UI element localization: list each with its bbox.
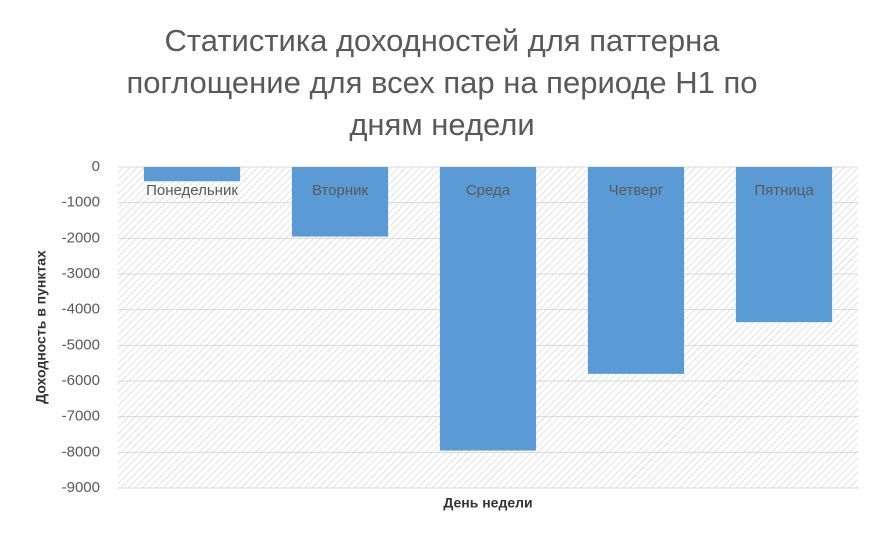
x-tick-label: Среда	[466, 182, 511, 199]
y-tick-label: -8000	[62, 443, 100, 460]
x-tick-label: Вторник	[312, 182, 369, 199]
x-tick-label: Пятница	[754, 182, 814, 199]
y-tick-label: -4000	[62, 301, 100, 318]
bar	[587, 167, 685, 374]
y-tick-label: -6000	[62, 372, 100, 389]
x-tick-label: Четверг	[609, 182, 664, 199]
y-axis-title: Доходность в пунктах	[33, 250, 49, 404]
x-axis-title: День недели	[443, 495, 532, 511]
y-tick-label: 0	[92, 158, 100, 175]
bar	[291, 167, 389, 237]
chart-title: Статистика доходностей для паттерна погл…	[126, 23, 758, 142]
bar	[143, 167, 241, 182]
x-tick-label: Понедельник	[146, 182, 238, 199]
y-tick-label: -5000	[62, 336, 100, 353]
y-tick-label: -9000	[62, 479, 100, 496]
y-tick-label: -1000	[62, 194, 100, 211]
bar	[439, 167, 537, 451]
y-tick-label: -2000	[62, 229, 100, 246]
y-tick-label: -3000	[62, 265, 100, 282]
bar	[735, 167, 833, 323]
y-tick-label: -7000	[62, 408, 100, 425]
